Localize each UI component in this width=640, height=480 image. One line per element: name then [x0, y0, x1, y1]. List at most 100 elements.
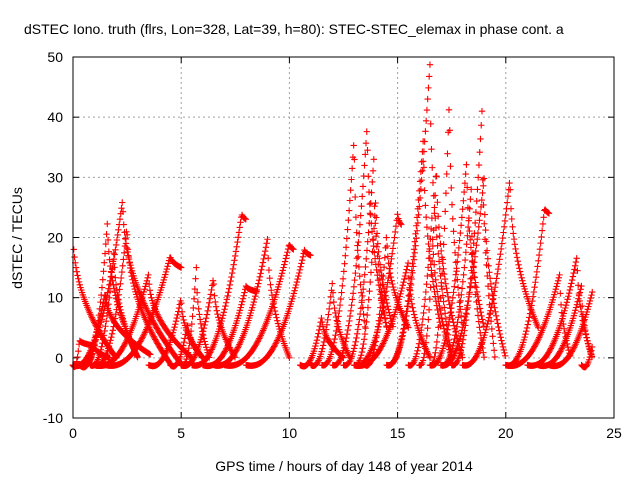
data-point [118, 268, 126, 276]
data-point [113, 306, 120, 313]
data-point [120, 343, 127, 350]
data-point [475, 318, 482, 325]
data-point [449, 294, 456, 302]
data-point [415, 211, 422, 219]
data-point [172, 318, 180, 325]
data-point [544, 209, 551, 216]
data-point [565, 293, 572, 300]
data-point [565, 289, 573, 297]
data-point [409, 260, 416, 267]
data-point [488, 300, 496, 307]
data-point [120, 341, 128, 349]
data-point [392, 222, 400, 230]
data-point [564, 296, 571, 303]
data-point [251, 295, 258, 303]
data-point [233, 345, 241, 353]
data-point [401, 325, 408, 332]
data-point [429, 242, 437, 250]
data-point [338, 289, 345, 296]
data-point [365, 229, 372, 236]
data-point [367, 269, 375, 276]
data-point [318, 348, 325, 355]
data-point [209, 282, 216, 289]
data-point [533, 339, 541, 346]
data-point [568, 276, 576, 284]
data-point [489, 296, 497, 303]
data-point [70, 246, 77, 253]
data-point [127, 264, 134, 272]
data-point [459, 354, 466, 361]
data-point [101, 327, 108, 335]
data-point [171, 323, 178, 331]
data-point [115, 226, 122, 233]
data-point [249, 301, 257, 309]
data-point [312, 342, 319, 350]
data-point [288, 245, 296, 252]
data-point [454, 318, 461, 326]
data-point [335, 358, 342, 366]
data-point [108, 333, 115, 341]
data-point [378, 310, 385, 318]
data-point [219, 312, 227, 319]
data-point [418, 326, 425, 334]
data-point [296, 266, 304, 274]
data-point [445, 343, 452, 351]
data-point [346, 358, 353, 365]
data-point [235, 309, 243, 317]
data-point [362, 325, 369, 332]
data-point [284, 249, 291, 256]
data-point [399, 332, 406, 339]
data-point [354, 247, 361, 254]
data-point [426, 354, 434, 362]
data-point [348, 302, 355, 309]
data-point [421, 350, 428, 357]
data-point [256, 273, 264, 281]
data-point [360, 278, 368, 286]
data-point [467, 196, 474, 203]
data-point [465, 214, 473, 222]
data-point [351, 342, 359, 349]
data-point [418, 321, 426, 328]
data-point [474, 236, 481, 243]
data-point [557, 346, 565, 354]
data-point [461, 264, 468, 271]
data-point [353, 334, 360, 342]
data-point [206, 295, 214, 302]
data-point [144, 306, 151, 314]
data-point [289, 292, 297, 300]
data-point [359, 292, 366, 300]
data-point [451, 283, 458, 290]
data-point [573, 301, 581, 308]
data-point [120, 221, 127, 228]
data-point [404, 297, 412, 305]
data-point [152, 337, 160, 345]
data-point [490, 292, 497, 299]
data-point [123, 228, 130, 236]
data-point [421, 187, 428, 194]
data-point [255, 277, 263, 284]
data-point [286, 354, 293, 362]
data-point [358, 202, 365, 210]
data-point [425, 316, 432, 323]
data-point [460, 197, 467, 204]
data-point [510, 230, 517, 237]
data-point [583, 362, 591, 369]
data-point [434, 293, 442, 300]
data-point [127, 269, 135, 276]
data-point [116, 286, 123, 293]
data-point [569, 273, 577, 280]
data-point [416, 178, 424, 185]
data-point [388, 277, 395, 284]
data-point [104, 236, 112, 244]
data-point [396, 293, 403, 300]
data-point [445, 297, 452, 304]
data-point [178, 348, 185, 355]
data-point [382, 319, 390, 326]
data-point [532, 341, 539, 349]
data-point [341, 260, 348, 267]
data-point [444, 150, 451, 157]
data-point [458, 330, 465, 337]
data-point [566, 286, 574, 294]
data-point [408, 275, 415, 283]
